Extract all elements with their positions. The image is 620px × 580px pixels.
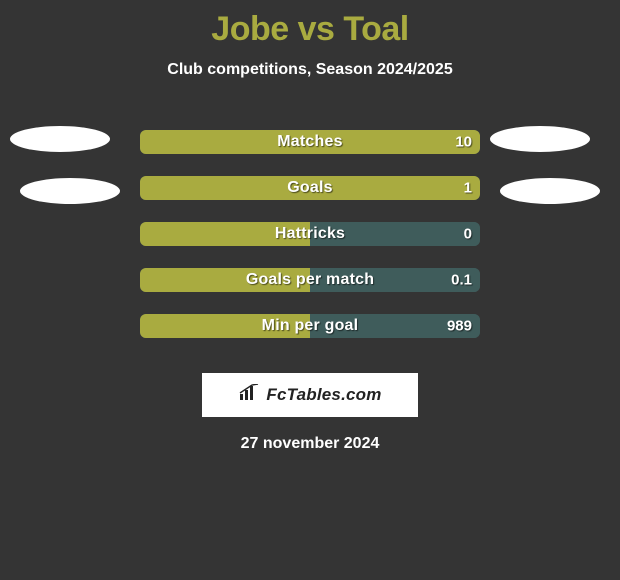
stat-value-right: 0	[464, 226, 472, 243]
stat-bar: 989 Min per goal	[140, 314, 480, 338]
stat-value-right: 10	[455, 134, 472, 151]
stat-row: 0.1 Goals per match	[0, 257, 620, 303]
stat-row: 0 Hattricks	[0, 211, 620, 257]
stats-area: 10 Matches 1 Goals 0 Hattricks 0.1 Goals per ma…	[0, 119, 620, 349]
stat-value-right: 0.1	[451, 272, 472, 289]
decorative-ellipse	[20, 178, 120, 204]
stat-label: Goals	[287, 179, 332, 197]
stat-value-right: 989	[447, 318, 472, 335]
stat-bar: 0 Hattricks	[140, 222, 480, 246]
stat-label: Goals per match	[246, 271, 374, 289]
stat-value-right: 1	[464, 180, 472, 197]
stat-bar: 0.1 Goals per match	[140, 268, 480, 292]
bar-chart-icon	[238, 384, 260, 407]
page-title: Jobe vs Toal	[0, 0, 620, 49]
footer-date: 27 november 2024	[0, 435, 620, 453]
logo-box[interactable]: FcTables.com	[202, 373, 418, 417]
stat-label: Hattricks	[275, 225, 345, 243]
stat-label: Min per goal	[262, 317, 359, 335]
stat-bar: 10 Matches	[140, 130, 480, 154]
stat-bar: 1 Goals	[140, 176, 480, 200]
logo-text: FcTables.com	[266, 385, 381, 405]
page-subtitle: Club competitions, Season 2024/2025	[0, 61, 620, 79]
stat-label: Matches	[277, 133, 342, 151]
decorative-ellipse	[10, 126, 110, 152]
stat-row: 989 Min per goal	[0, 303, 620, 349]
decorative-ellipse	[490, 126, 590, 152]
decorative-ellipse	[500, 178, 600, 204]
